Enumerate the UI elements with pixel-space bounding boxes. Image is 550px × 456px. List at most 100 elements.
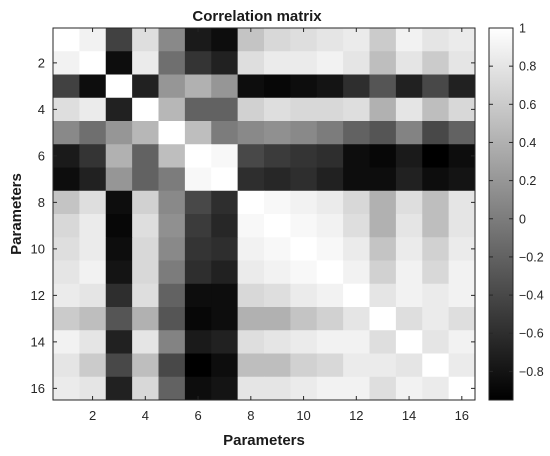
heatmap-cell: [211, 121, 239, 145]
y-axis-ticks: 2 4 6 8 10 12 14 16: [31, 55, 475, 396]
heatmap-cell: [237, 121, 265, 145]
heatmap-cell: [132, 214, 159, 238]
heatmap-cell: [132, 237, 159, 261]
heatmap-cell: [448, 353, 476, 378]
heatmap-cell: [343, 74, 370, 99]
x-tick-label: 6: [194, 408, 201, 423]
heatmap-cell: [343, 214, 370, 238]
heatmap-cell: [264, 376, 291, 401]
x-axis-label: Parameters: [223, 432, 305, 449]
x-tick-label: 8: [247, 408, 254, 423]
heatmap-cell: [105, 190, 133, 215]
heatmap-cell: [184, 190, 212, 215]
heatmap-cell: [132, 28, 159, 52]
heatmap-cell: [316, 237, 344, 261]
x-tick-label: 4: [142, 408, 149, 423]
heatmap-cell: [211, 283, 239, 308]
heatmap-cell: [343, 330, 370, 354]
heatmap-cell: [184, 353, 212, 378]
heatmap-cell: [105, 167, 133, 192]
heatmap-cell: [316, 214, 344, 238]
heatmap-cell: [211, 74, 239, 99]
heatmap-cell: [237, 28, 265, 52]
heatmap-cell: [448, 121, 476, 145]
heatmap-cell: [448, 307, 476, 331]
heatmap-cell: [316, 283, 344, 308]
heatmap-cell: [79, 167, 107, 192]
heatmap-cell: [158, 214, 186, 238]
heatmap-cell: [79, 144, 107, 168]
x-tick-label: 10: [296, 408, 310, 423]
heatmap-cell: [184, 167, 212, 192]
heatmap-cell: [290, 237, 318, 261]
heatmap-cell: [422, 97, 450, 122]
heatmap-cell: [448, 51, 476, 75]
heatmap-cell: [211, 260, 239, 285]
heatmap-cell: [369, 144, 397, 168]
heatmap-cell: [132, 74, 159, 99]
heatmap-cell: [369, 376, 397, 401]
heatmap-cell: [184, 28, 212, 52]
y-tick-label: 16: [31, 381, 45, 396]
heatmap-cell: [158, 190, 186, 215]
heatmap-cell: [395, 376, 423, 401]
heatmap-cell: [237, 214, 265, 238]
heatmap-cell: [316, 51, 344, 75]
heatmap-cell: [395, 353, 423, 378]
heatmap-cell: [237, 74, 265, 99]
heatmap-cell: [53, 307, 80, 331]
heatmap-cell: [211, 28, 239, 52]
heatmap-cell: [53, 353, 80, 378]
heatmap-cell: [237, 353, 265, 378]
heatmap-cell: [422, 237, 450, 261]
heatmap-cell: [395, 167, 423, 192]
heatmap-cell: [132, 376, 159, 401]
heatmap-cell: [105, 28, 133, 52]
heatmap-cell: [264, 237, 291, 261]
y-tick-label: 8: [38, 195, 45, 210]
heatmap-cell: [343, 260, 370, 285]
colorbar-tick-label: 0.4: [519, 136, 536, 150]
heatmap-cell: [343, 51, 370, 75]
heatmap-cell: [105, 307, 133, 331]
heatmap-cell: [79, 353, 107, 378]
heatmap-cell: [237, 167, 265, 192]
heatmap-cell: [237, 307, 265, 331]
heatmap-cell: [105, 237, 133, 261]
heatmap-cell: [53, 51, 80, 75]
heatmap-cell: [422, 307, 450, 331]
heatmap-cell: [237, 144, 265, 168]
heatmap-cell: [448, 74, 476, 99]
heatmap-cell: [184, 307, 212, 331]
heatmap-cell: [290, 97, 318, 122]
heatmap-cell: [79, 214, 107, 238]
heatmap-cell: [343, 283, 370, 308]
heatmap-cell: [369, 353, 397, 378]
heatmap-cell: [290, 51, 318, 75]
heatmap-cell: [237, 51, 265, 75]
heatmap-cell: [395, 237, 423, 261]
heatmap-cell: [264, 307, 291, 331]
heatmap-cell: [369, 97, 397, 122]
colorbar-tick-label: 1: [519, 22, 526, 36]
heatmap-cell: [53, 28, 80, 52]
heatmap-cell: [158, 51, 186, 75]
heatmap-cell: [105, 376, 133, 401]
heatmap-cell: [448, 190, 476, 215]
heatmap-cell: [158, 376, 186, 401]
heatmap-cell: [264, 28, 291, 52]
heatmap-cell: [264, 330, 291, 354]
heatmap-cell: [184, 376, 212, 401]
heatmap-cell: [184, 144, 212, 168]
heatmap-cell: [79, 260, 107, 285]
heatmap-cell: [158, 330, 186, 354]
heatmap-cell: [369, 121, 397, 145]
heatmap-cell: [316, 190, 344, 215]
heatmap-cell: [369, 51, 397, 75]
y-tick-label: 12: [31, 288, 45, 303]
heatmap-cell: [184, 214, 212, 238]
heatmap-cell: [316, 74, 344, 99]
heatmap-cell: [79, 51, 107, 75]
heatmap-cell: [158, 121, 186, 145]
heatmap-cell: [343, 144, 370, 168]
